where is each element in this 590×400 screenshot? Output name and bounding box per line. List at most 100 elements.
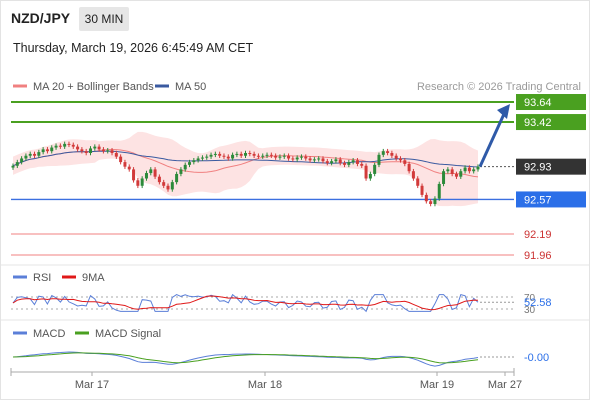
candle-body bbox=[248, 153, 252, 155]
candle-body bbox=[330, 161, 334, 164]
candle-body bbox=[386, 151, 390, 154]
rsi-level-label: 70 bbox=[524, 293, 536, 304]
candle-body bbox=[274, 155, 278, 158]
candle-body bbox=[381, 151, 385, 155]
candle-body bbox=[84, 151, 88, 154]
candle-body bbox=[459, 171, 463, 177]
candle-body bbox=[28, 153, 32, 156]
x-tick-label: Mar 19 bbox=[420, 379, 454, 391]
candle-body bbox=[166, 185, 170, 190]
candle-body bbox=[205, 156, 209, 158]
candle-body bbox=[454, 173, 458, 177]
candle-body bbox=[338, 159, 342, 164]
candle-body bbox=[24, 155, 28, 159]
candle-body bbox=[175, 173, 179, 183]
candle-body bbox=[45, 149, 49, 152]
candle-body bbox=[179, 169, 183, 174]
candle-body bbox=[403, 160, 407, 164]
candle-body bbox=[209, 154, 213, 157]
macd-signal-line bbox=[12, 352, 479, 364]
candle-body bbox=[429, 201, 433, 204]
candle-body bbox=[308, 158, 312, 161]
candle-body bbox=[200, 157, 204, 159]
candle-body bbox=[54, 145, 58, 148]
legend-ma20-label: MA 20 + Bollinger Bands bbox=[33, 81, 154, 93]
candle-body bbox=[360, 163, 364, 166]
candle-body bbox=[424, 194, 428, 202]
rsi-ma-legend-label: 9MA bbox=[82, 272, 105, 284]
candle-body bbox=[76, 146, 80, 150]
x-tick-label: Mar 18 bbox=[248, 379, 282, 391]
candle-body bbox=[364, 165, 368, 179]
candle-body bbox=[123, 162, 127, 167]
candle-body bbox=[110, 150, 114, 154]
macd-signal-legend-label: MACD Signal bbox=[95, 328, 161, 340]
current-price-label: 92.93 bbox=[524, 162, 552, 174]
candle-body bbox=[33, 153, 37, 156]
candle-body bbox=[218, 153, 222, 156]
macd-legend-label: MACD bbox=[33, 328, 65, 340]
candle-body bbox=[351, 160, 355, 163]
support-label-bg bbox=[516, 191, 586, 208]
x-tick-label: Mar 27 bbox=[488, 379, 522, 391]
candle-body bbox=[239, 153, 243, 156]
candle-body bbox=[463, 167, 467, 172]
candle-body bbox=[50, 147, 54, 152]
target-label-bg bbox=[516, 114, 586, 131]
candle-body bbox=[235, 153, 239, 155]
candle-body bbox=[132, 169, 136, 181]
macd-value-label: -0.00 bbox=[524, 352, 549, 364]
candle-body bbox=[265, 154, 269, 156]
candle-body bbox=[11, 165, 15, 168]
candle-body bbox=[472, 169, 476, 172]
candle-body bbox=[377, 154, 381, 165]
candle-body bbox=[188, 162, 192, 165]
candle-body bbox=[71, 144, 75, 147]
candle-body bbox=[312, 159, 316, 161]
candle-body bbox=[269, 154, 273, 156]
candle-body bbox=[222, 155, 226, 157]
target-label: 93.42 bbox=[524, 117, 552, 129]
candle-body bbox=[437, 183, 441, 199]
candle-body bbox=[291, 158, 295, 160]
candle-body bbox=[407, 163, 411, 172]
candle-body bbox=[136, 180, 140, 186]
candle-body bbox=[450, 169, 454, 174]
candle-body bbox=[20, 158, 24, 163]
candle-body bbox=[295, 157, 299, 160]
candle-body bbox=[231, 154, 235, 159]
rsi-line bbox=[12, 293, 479, 313]
timeframe-button[interactable]: 30 MIN bbox=[79, 7, 129, 31]
candle-body bbox=[304, 156, 308, 159]
candle-body bbox=[325, 161, 329, 164]
candle-body bbox=[15, 162, 19, 166]
candle-body bbox=[343, 163, 347, 165]
candle-body bbox=[261, 155, 265, 157]
candle-body bbox=[114, 153, 118, 157]
candle-body bbox=[67, 143, 71, 145]
candle-body bbox=[97, 146, 101, 150]
candle-body bbox=[282, 155, 286, 157]
candle-body bbox=[149, 169, 153, 174]
candle-body bbox=[416, 178, 420, 186]
candle-body bbox=[420, 185, 424, 195]
candle-body bbox=[63, 143, 67, 147]
x-tick-label: Mar 17 bbox=[75, 379, 109, 391]
legend-ma50-label: MA 50 bbox=[175, 81, 206, 93]
candle-body bbox=[196, 158, 200, 161]
candle-body bbox=[89, 148, 92, 154]
candle-body bbox=[411, 171, 415, 179]
candle-body bbox=[80, 149, 84, 152]
credit-label: Research © 2026 Trading Central bbox=[417, 81, 581, 93]
candle-body bbox=[368, 173, 372, 179]
sub-level-label: 92.19 bbox=[524, 229, 552, 241]
symbol-title: NZD/JPY bbox=[11, 10, 71, 26]
projection-arrow bbox=[478, 113, 506, 168]
candle-body bbox=[127, 166, 131, 170]
candle-body bbox=[355, 160, 359, 164]
candle-body bbox=[347, 162, 351, 165]
macd-line bbox=[12, 351, 479, 367]
candle-body bbox=[192, 160, 196, 163]
current-label-bg bbox=[516, 158, 586, 175]
